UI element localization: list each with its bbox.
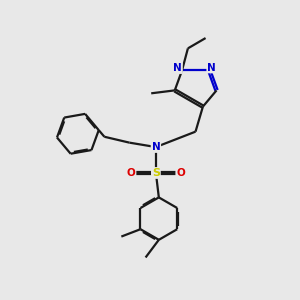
Text: N: N <box>207 62 216 73</box>
Text: N: N <box>173 63 182 73</box>
Text: N: N <box>152 142 160 152</box>
Text: S: S <box>152 168 160 178</box>
Text: O: O <box>176 168 185 178</box>
Text: O: O <box>127 168 136 178</box>
